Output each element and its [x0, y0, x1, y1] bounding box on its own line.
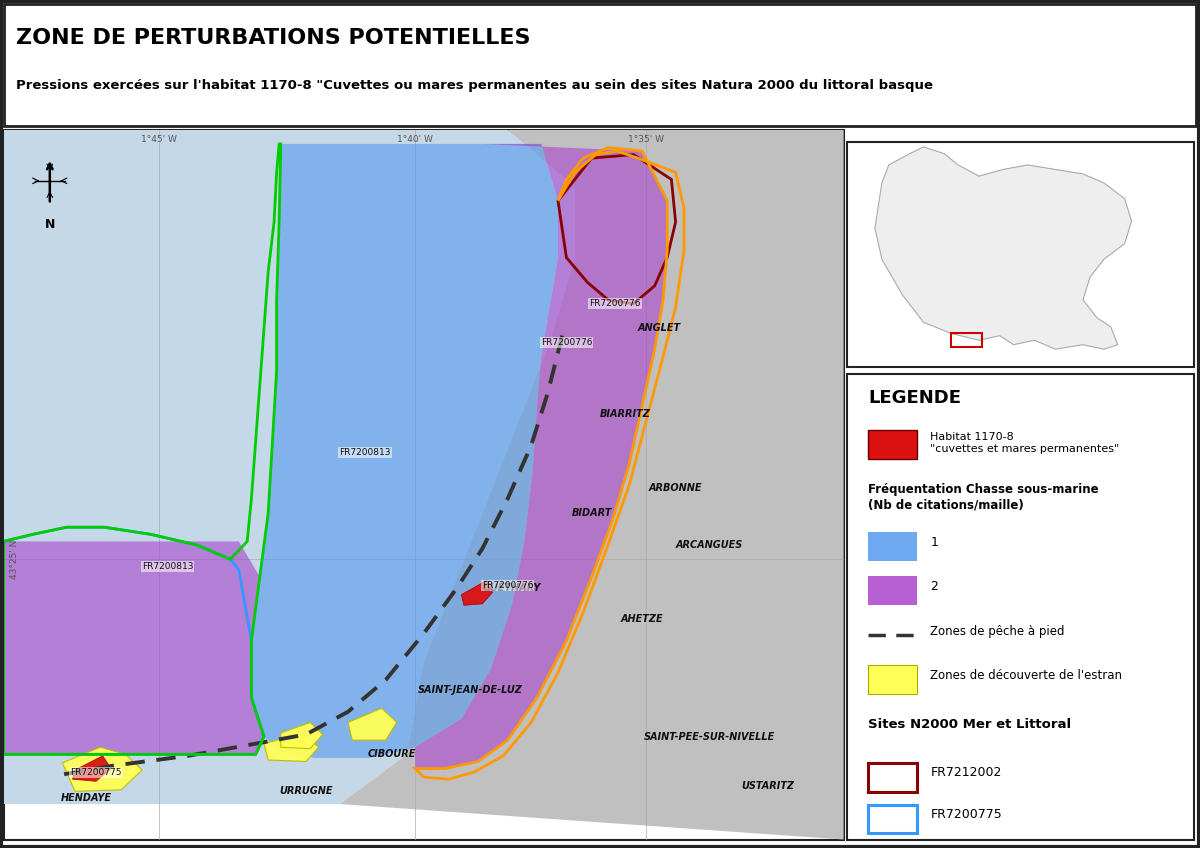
Text: AHETZE: AHETZE — [620, 615, 664, 624]
Text: HENDAYE: HENDAYE — [60, 794, 112, 803]
Polygon shape — [264, 733, 319, 762]
Text: FR7200813: FR7200813 — [340, 449, 390, 457]
Text: FR7200775: FR7200775 — [71, 767, 121, 777]
Text: N: N — [44, 219, 55, 232]
Bar — [868, 533, 917, 561]
Polygon shape — [461, 580, 492, 605]
Polygon shape — [4, 130, 575, 840]
Bar — [868, 577, 917, 605]
Polygon shape — [875, 147, 1132, 349]
Bar — [868, 430, 917, 459]
Text: Zones de découverte de l'estran: Zones de découverte de l'estran — [930, 669, 1122, 682]
Polygon shape — [348, 708, 397, 740]
Text: Habitat 1170-8
"cuvettes et mares permanentes": Habitat 1170-8 "cuvettes et mares perman… — [930, 432, 1120, 454]
Text: FR7200776: FR7200776 — [541, 338, 592, 347]
Text: 43°25' N: 43°25' N — [11, 539, 19, 579]
Polygon shape — [62, 747, 142, 791]
Bar — [952, 333, 983, 347]
Text: 1°40' W: 1°40' W — [397, 135, 433, 143]
Text: FR7200776: FR7200776 — [482, 581, 533, 590]
Bar — [868, 846, 917, 848]
Bar — [868, 762, 917, 791]
Text: 1°45' W: 1°45' W — [142, 135, 176, 143]
Text: BIDART: BIDART — [571, 508, 612, 518]
Text: 1: 1 — [930, 536, 938, 549]
Text: USTARITZ: USTARITZ — [742, 781, 794, 791]
Text: ZONE DE PERTURBATIONS POTENTIELLES: ZONE DE PERTURBATIONS POTENTIELLES — [16, 29, 530, 48]
Text: Sites N2000 Mer et Littoral: Sites N2000 Mer et Littoral — [868, 718, 1072, 732]
Polygon shape — [251, 144, 558, 758]
Polygon shape — [72, 756, 112, 781]
Text: FR7200775: FR7200775 — [930, 808, 1002, 822]
Text: SAINT-JEAN-DE-LUZ: SAINT-JEAN-DE-LUZ — [418, 685, 522, 695]
Text: LEGENDE: LEGENDE — [868, 389, 961, 407]
Text: GUÉTHARY: GUÉTHARY — [482, 583, 541, 593]
Bar — [868, 805, 917, 834]
Polygon shape — [4, 541, 264, 755]
Text: ARBONNE: ARBONNE — [649, 483, 702, 494]
Text: Pressions exercées sur l'habitat 1170-8 "Cuvettes ou mares permanentes au sein d: Pressions exercées sur l'habitat 1170-8 … — [16, 80, 932, 92]
Text: URRUGNE: URRUGNE — [280, 786, 332, 796]
Text: FR7200776: FR7200776 — [589, 299, 641, 308]
Text: ANGLET: ANGLET — [637, 323, 680, 333]
Text: Zones de pêche à pied: Zones de pêche à pied — [930, 625, 1064, 638]
Text: BIARRITZ: BIARRITZ — [600, 409, 650, 419]
Text: 2: 2 — [930, 580, 938, 594]
Text: ARCANGUES: ARCANGUES — [676, 540, 743, 550]
Text: SAINT-PEE-SUR-NIVELLE: SAINT-PEE-SUR-NIVELLE — [643, 732, 775, 742]
Text: CIBOURE: CIBOURE — [367, 750, 416, 759]
Polygon shape — [415, 144, 667, 768]
Text: 1°35' W: 1°35' W — [629, 135, 665, 143]
Text: FR7200813: FR7200813 — [142, 561, 193, 571]
Text: FR7212002: FR7212002 — [930, 767, 1002, 779]
Polygon shape — [340, 130, 844, 840]
Bar — [868, 665, 917, 694]
Polygon shape — [281, 722, 323, 749]
Text: Fréquentation Chasse sous-marine
(Nb de citations/maille): Fréquentation Chasse sous-marine (Nb de … — [868, 483, 1099, 511]
